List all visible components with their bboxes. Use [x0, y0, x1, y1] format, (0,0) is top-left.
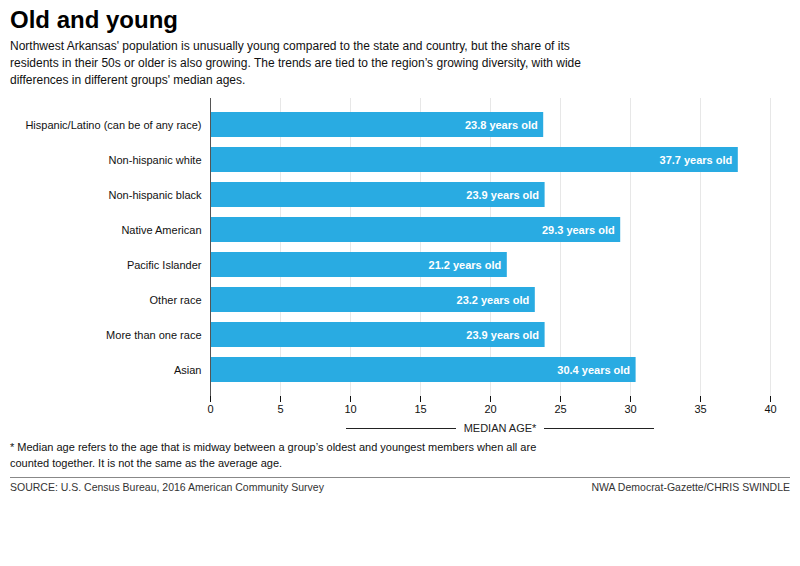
svg-text:23.9 years old: 23.9 years old [466, 189, 539, 201]
svg-text:Pacific Islander: Pacific Islander [127, 259, 202, 271]
svg-text:Other race: Other race [150, 294, 202, 306]
svg-text:37.7 years old: 37.7 years old [660, 154, 733, 166]
svg-text:35: 35 [694, 404, 706, 416]
svg-text:23.9 years old: 23.9 years old [466, 329, 539, 341]
html-text:Old and young: Old and young [10, 6, 178, 33]
svg-text:29.3 years old: 29.3 years old [542, 224, 615, 236]
svg-text:10: 10 [344, 404, 356, 416]
svg-text:23.8 years old: 23.8 years old [465, 119, 538, 131]
svg-text:More than one race: More than one race [106, 329, 201, 341]
svg-text:15: 15 [414, 404, 426, 416]
svg-text:5: 5 [277, 404, 283, 416]
svg-text:0: 0 [207, 404, 213, 416]
svg-text:Non-hispanic white: Non-hispanic white [109, 154, 202, 166]
html-text:NWA Democrat-Gazette/CHRIS SWI: NWA Democrat-Gazette/CHRIS SWINDLE [591, 481, 790, 494]
svg-text:Hispanic/Latino (can be of any: Hispanic/Latino (can be of any race) [25, 119, 201, 131]
html-text:SOURCE: U.S. Census Bureau, 20: SOURCE: U.S. Census Bureau, 2016 America… [10, 481, 324, 494]
svg-text:21.2 years old: 21.2 years old [429, 259, 502, 271]
html-text:Northwest Arkansas' population: Northwest Arkansas' population is unusua… [10, 39, 581, 87]
svg-text:Native American: Native American [121, 224, 201, 236]
svg-text:23.2 years old: 23.2 years old [457, 294, 530, 306]
html-text:MEDIAN AGE*: MEDIAN AGE* [463, 422, 537, 435]
svg-text:25: 25 [554, 404, 566, 416]
svg-text:Non-hispanic black: Non-hispanic black [109, 189, 202, 201]
svg-text:30.4 years old: 30.4 years old [557, 364, 630, 376]
svg-text:Asian: Asian [174, 364, 202, 376]
svg-text:20: 20 [484, 404, 496, 416]
svg-text:40: 40 [764, 404, 776, 416]
svg-text:30: 30 [624, 404, 636, 416]
html-text:* Median age refers to the age: * Median age refers to the age that is m… [10, 441, 537, 469]
